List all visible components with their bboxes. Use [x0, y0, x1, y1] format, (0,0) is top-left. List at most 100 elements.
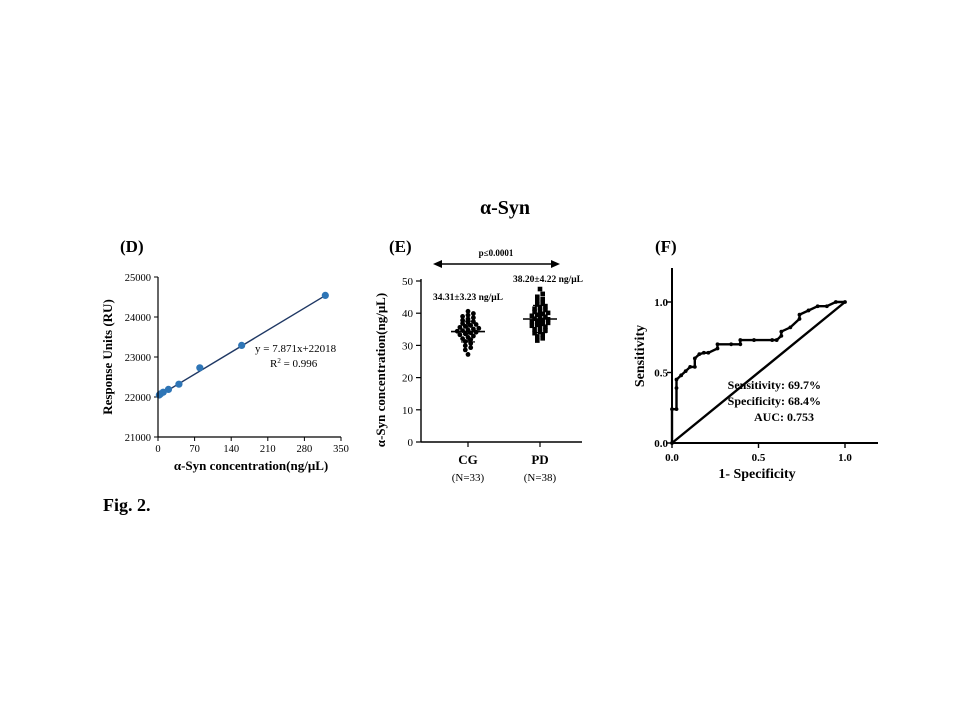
- panel-e-cg-point: [465, 312, 471, 318]
- panel-e-cg-point: [462, 331, 468, 337]
- panel-f-reference-line: [671, 301, 846, 444]
- panel-d-xtick-label: 70: [189, 444, 200, 455]
- panel-d-point: [196, 364, 204, 372]
- panel-e-pd-point: [540, 332, 545, 338]
- panel-d-ylabel: Response Units (RU): [100, 299, 115, 415]
- panel-f-roc-point: [688, 364, 693, 369]
- panel-f-roc-point: [674, 386, 679, 390]
- panel-f-roc-point: [788, 325, 793, 330]
- panel-e-significance: p≤0.0001: [479, 248, 514, 258]
- panel-e-cg-point: [465, 308, 471, 314]
- panel-f-roc-point: [797, 312, 802, 317]
- panel-e-ytick-label: 0: [408, 437, 414, 449]
- panel-d-label: (D): [120, 237, 144, 256]
- panel-f-ytick-label: 0.5: [654, 368, 668, 380]
- panel-f-roc-point: [715, 346, 720, 351]
- panel-d-ytick-label: 25000: [125, 273, 151, 284]
- panel-d-equation: y = 7.871x+22018: [255, 343, 337, 355]
- panel-e-pd-point: [537, 286, 543, 292]
- panel-e-pd-summary: 38.20±4.22 ng/μL: [513, 275, 583, 285]
- panel-e-pd-point: [529, 323, 535, 329]
- panel-e-pd-point: [543, 328, 548, 333]
- figure-title: α-Syn: [480, 197, 530, 219]
- panel-e-cg-point: [460, 314, 465, 319]
- panel-e-ytick-label: 30: [402, 340, 414, 352]
- panel-e-ytick-label: 10: [402, 405, 414, 417]
- panel-d: (D) 0 70 140 210 280 350 21000 22000 23000 24000 2…: [100, 237, 349, 473]
- panel-e-pd-point: [543, 314, 548, 320]
- panel-d-points: [155, 291, 329, 399]
- panel-e-ytick-label: 50: [402, 276, 414, 288]
- panel-e-pd-point: [535, 338, 540, 343]
- panel-f-roc-point: [692, 356, 697, 361]
- panel-e-pd-point: [543, 307, 548, 313]
- panel-f-roc-point: [683, 369, 688, 373]
- panel-f-label: (F): [655, 237, 677, 256]
- panel-d-ticks: 0 70 140 210 280 350 21000 22000 23000 24000 25000: [125, 273, 349, 455]
- panel-f-roc-point: [701, 350, 706, 355]
- panel-e-cg-n: (N=33): [452, 472, 485, 484]
- panel-e-cg-name: CG: [458, 452, 478, 467]
- panel-e-cg-point: [465, 352, 471, 357]
- panel-e-cg-summary: 34.31±3.23 ng/μL: [433, 293, 503, 303]
- panel-d-ytick-label: 24000: [125, 313, 151, 324]
- panel-f: (F) 0.0 0.5 1.0 0.0 0.5 1.0 Sensitivity: 69.7…: [633, 237, 878, 482]
- panel-d-point: [164, 385, 173, 393]
- panel-e-pd-point: [540, 321, 545, 327]
- panel-f-roc-point: [779, 329, 784, 334]
- panel-f-auc-note: AUC: 0.753: [754, 410, 814, 424]
- panel-e-cg-point: [471, 311, 476, 316]
- panel-e-pd-point: [543, 324, 548, 330]
- panel-f-roc-point: [770, 338, 775, 342]
- panel-f-sensitivity-note: Sensitivity: 69.7%: [728, 378, 821, 392]
- panel-d-ytick-label: 23000: [125, 353, 151, 364]
- panel-d-xtick-label: 140: [223, 444, 239, 455]
- figure-caption: Fig. 2.: [103, 495, 151, 515]
- panel-e-pd-point: [535, 302, 540, 307]
- panel-e-cg-point: [471, 315, 476, 321]
- panel-e-cg-point: [462, 343, 468, 349]
- panel-f-roc-point: [692, 364, 697, 369]
- panel-f-roc-point: [752, 338, 756, 342]
- panel-e-pd-n: (N=38): [524, 472, 557, 484]
- panel-e-ylabel: α-Syn concentration(ng/μL): [373, 293, 388, 447]
- panel-f-xtick-label: 0.5: [752, 452, 766, 464]
- panel-e-cg-point: [462, 347, 468, 353]
- panel-d-point: [238, 341, 246, 349]
- panel-f-roc-point: [779, 333, 784, 338]
- panel-f-ylabel: Sensitivity: [633, 325, 648, 387]
- panel-f-roc-point: [843, 300, 847, 304]
- panel-e-pd-point: [543, 303, 548, 309]
- panel-f-xlabel: 1- Specificity: [718, 467, 795, 482]
- panel-f-roc-point: [815, 304, 820, 309]
- panel-e-pd-point: [535, 322, 540, 328]
- panel-e-pd-name: PD: [531, 452, 548, 467]
- panel-f-roc-point: [824, 304, 829, 309]
- panel-e-pd-point: [545, 320, 551, 326]
- panel-e-label: (E): [389, 237, 412, 256]
- panel-d-r2: R2 = 0.996: [270, 357, 318, 370]
- panel-e-pd-point: [540, 300, 545, 306]
- panel-f-roc-point: [729, 342, 734, 347]
- panel-e-pd-point: [535, 298, 540, 304]
- panel-e-ytick-label: 40: [402, 308, 414, 320]
- panel-e-cg-point: [468, 345, 474, 351]
- panel-f-roc-point: [715, 342, 720, 347]
- panel-e-cg-point: [460, 336, 465, 342]
- panel-d-ytick-label: 21000: [125, 433, 151, 444]
- panel-d-xtick-label: 0: [155, 444, 160, 455]
- panel-e-pd-point: [529, 319, 535, 325]
- panel-f-specificity-note: Specificity: 68.4%: [728, 394, 821, 408]
- panel-f-xtick-label: 0.0: [665, 452, 679, 464]
- panel-e-pd-point: [540, 311, 545, 317]
- panel-f-roc-point: [797, 317, 802, 321]
- panel-d-xtick-label: 210: [260, 444, 276, 455]
- panel-e-pd-point: [545, 310, 551, 316]
- panel-e-pd-point: [540, 291, 545, 297]
- panel-e-cg-point: [457, 332, 463, 338]
- panel-f-xtick-label: 1.0: [838, 452, 852, 464]
- panel-f-roc-point: [706, 350, 711, 355]
- panel-e-cg-point: [471, 326, 476, 332]
- panel-f-roc-point: [774, 338, 779, 342]
